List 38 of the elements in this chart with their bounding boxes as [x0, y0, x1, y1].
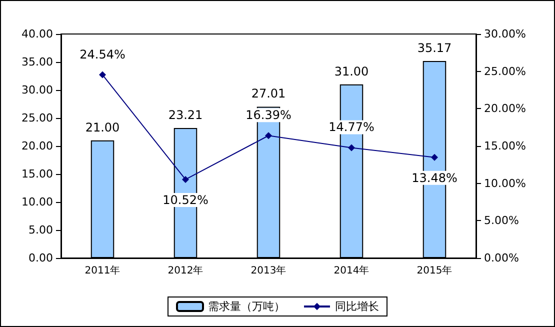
y-tick-label: 15.00	[22, 168, 53, 180]
data-label: 35.17	[417, 41, 452, 56]
y2-tick-label: 10.00%	[484, 176, 526, 190]
y2-tick-label: 25.00%	[484, 64, 526, 78]
y2-tick-label: 30.00%	[484, 28, 526, 40]
point	[265, 132, 272, 140]
y2-tick-label: 5.00%	[484, 214, 519, 228]
y-tick-label: 30.00	[22, 84, 53, 96]
point	[99, 71, 106, 78]
y2-tick-label: 0.00%	[484, 252, 519, 264]
data-label: 31.00	[334, 64, 369, 78]
data-label: 16.39%	[246, 108, 292, 122]
y2-tick-label: 15.00%	[484, 140, 526, 152]
point	[182, 176, 189, 183]
y-tick-label: 35.00	[22, 56, 53, 68]
data-label: 23.21	[168, 108, 203, 122]
x-tick-label: 2015年	[416, 264, 452, 276]
y-tick-label: 0.00	[28, 252, 53, 264]
y-tick-label: 5.00	[28, 224, 53, 236]
point	[348, 144, 355, 152]
y-tick-label: 20.00	[22, 140, 53, 152]
y-tick-label: 10.00	[22, 196, 53, 208]
data-label: 13.48%	[412, 170, 458, 185]
y-tick-label: 25.00	[22, 112, 53, 124]
x-tick-label: 2014年	[334, 264, 370, 276]
data-label: 10.52%	[162, 192, 208, 207]
data-label: 24.54%	[80, 47, 126, 62]
y-tick-label: 40.00	[22, 28, 53, 40]
data-label: 14.77%	[328, 120, 374, 134]
legend-label: 需求量（万吨）	[208, 300, 285, 313]
x-tick-label: 2011年	[84, 264, 120, 276]
x-tick-label: 2013年	[250, 264, 286, 276]
legend-label: 同比增长	[335, 300, 379, 313]
point	[431, 154, 438, 161]
x-tick-label: 2012年	[168, 264, 204, 276]
data-label: 27.01	[251, 86, 286, 101]
data-label: 21.00	[85, 120, 120, 134]
y2-tick-label: 20.00%	[484, 102, 526, 116]
